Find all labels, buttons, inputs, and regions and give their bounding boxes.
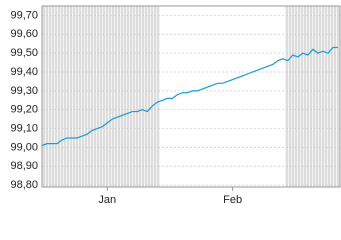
y-tick-label: 99,70: [10, 9, 38, 21]
y-tick-label: 99,50: [10, 47, 38, 59]
page: {"chart_data": {"type": "line", "categor…: [10, 5, 341, 206]
y-tick-label: 99,10: [10, 122, 38, 134]
x-tick-label: Feb: [223, 194, 242, 206]
chart: 98,80 98,90 99,00 99,10 99,20 99,30 99,40 99,50…: [10, 5, 341, 206]
y-tick-label: 98,90: [10, 160, 38, 172]
shaded-period: [42, 6, 160, 187]
plot-frame: [41, 5, 341, 188]
line-series: [41, 46, 338, 147]
shaded-period: [285, 6, 340, 187]
y-tick-label: 98,80: [10, 179, 38, 191]
y-tick-label: 99,40: [10, 66, 38, 78]
x-tick-label: Jan: [98, 194, 116, 206]
y-tick-label: 99,30: [10, 85, 38, 97]
y-tick-label: 99,00: [10, 141, 38, 153]
y-tick-label: 99,60: [10, 28, 38, 40]
y-tick-label: 99,20: [10, 104, 38, 116]
